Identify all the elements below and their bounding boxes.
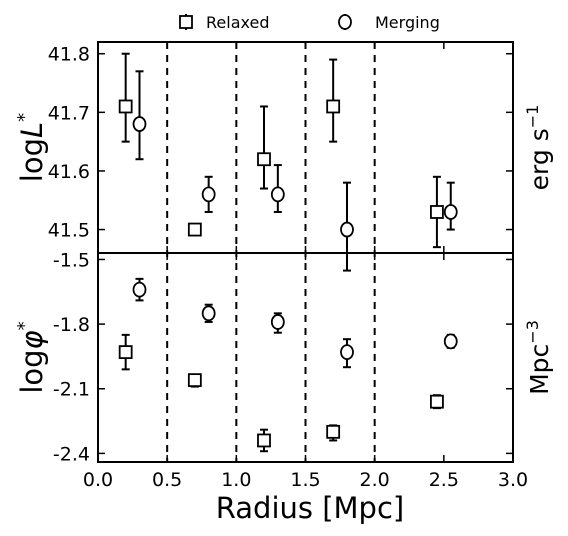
y-axis-title-top: logL* bbox=[14, 113, 49, 182]
x-tick-label: 3.0 bbox=[498, 469, 528, 491]
data-point-merging bbox=[270, 186, 285, 203]
x-axis-title: Radius [Mpc] bbox=[216, 491, 404, 525]
data-point-relaxed bbox=[430, 205, 444, 219]
data-point-merging bbox=[132, 281, 147, 298]
data-point-merging bbox=[270, 314, 285, 330]
data-point-merging bbox=[201, 305, 216, 322]
x-tick-label: 1.5 bbox=[290, 469, 320, 491]
x-tick-label: 0.5 bbox=[152, 469, 182, 491]
legend-label-merging: Merging bbox=[375, 13, 440, 32]
y-tick-label: 41.7 bbox=[48, 102, 90, 124]
data-point-relaxed bbox=[118, 345, 133, 360]
y-tick-label: -1.5 bbox=[53, 249, 90, 271]
data-point-relaxed bbox=[257, 152, 271, 167]
data-markers bbox=[118, 52, 458, 453]
x-tick-label: 0.0 bbox=[83, 469, 113, 491]
panel-frames bbox=[97, 41, 514, 463]
x-tick-label: 2.5 bbox=[429, 469, 459, 491]
data-point-relaxed bbox=[430, 394, 444, 409]
data-point-merging bbox=[443, 204, 458, 220]
data-point-relaxed bbox=[187, 373, 202, 388]
panel-frame-bottom bbox=[97, 252, 514, 463]
unit-label-bottom: Mpc−3 bbox=[523, 320, 554, 395]
y-tick-label: 41.8 bbox=[48, 44, 90, 66]
data-point-merging bbox=[340, 221, 354, 238]
data-point-relaxed bbox=[118, 99, 133, 114]
y-tick-label: 41.5 bbox=[48, 220, 90, 242]
data-point-relaxed bbox=[187, 222, 202, 237]
legend-marker-square bbox=[179, 15, 193, 29]
data-point-relaxed bbox=[326, 99, 341, 114]
y-tick-label: -2.1 bbox=[53, 379, 90, 401]
legend-label-relaxed: Relaxed bbox=[206, 13, 269, 32]
data-point-relaxed bbox=[257, 433, 271, 448]
axis-labels: 0.0 0.5 1.0 1.5 2.0 2.5 3.0 41.5 41.6 41.7 41.8 log… bbox=[14, 44, 554, 491]
y-axis-title-bottom: logφ* bbox=[14, 321, 49, 393]
y-tick-label: -1.8 bbox=[53, 314, 90, 336]
data-point-merging bbox=[443, 333, 458, 350]
data-point-merging bbox=[132, 116, 147, 132]
y-tick-label: -2.4 bbox=[53, 443, 90, 465]
unit-label-top: erg s−1 bbox=[523, 105, 554, 191]
data-point-relaxed bbox=[326, 424, 341, 439]
data-point-merging bbox=[201, 186, 216, 203]
legend-marker-circle bbox=[338, 14, 352, 30]
x-tick-label: 1.0 bbox=[221, 469, 251, 491]
x-tick-label: 2.0 bbox=[360, 469, 390, 491]
legend: Relaxed Merging bbox=[179, 13, 440, 32]
data-point-merging bbox=[340, 344, 354, 361]
y-tick-label: 41.6 bbox=[48, 161, 90, 183]
